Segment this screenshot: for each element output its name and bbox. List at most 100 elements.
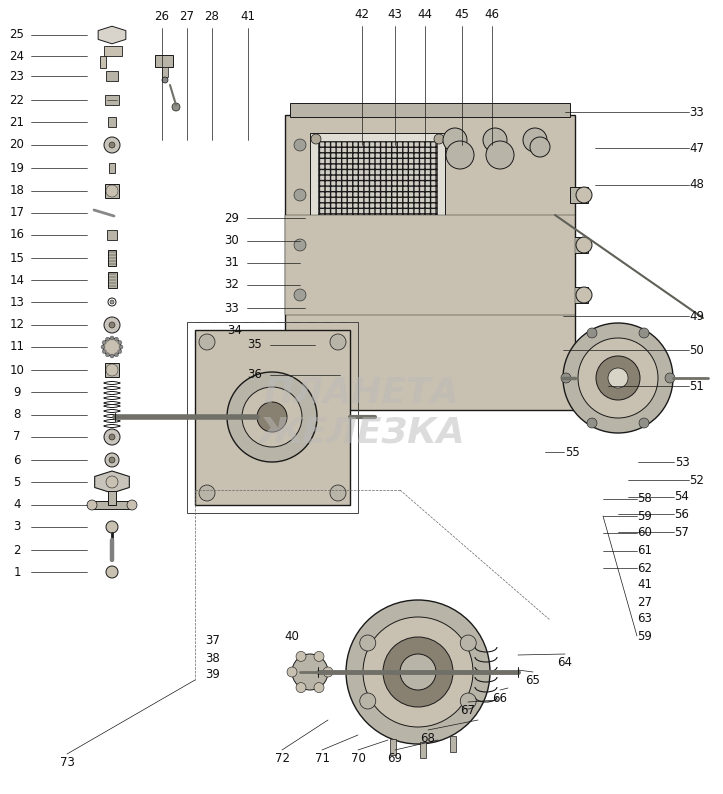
Text: 1: 1 [13,565,21,579]
Circle shape [311,134,321,144]
Circle shape [523,128,547,152]
Circle shape [87,500,97,510]
Text: 64: 64 [557,656,573,669]
Text: 44: 44 [417,7,432,21]
Text: 19: 19 [9,161,25,175]
Text: 18: 18 [9,184,25,198]
Text: 40: 40 [285,630,299,643]
Bar [109,163,115,173]
Circle shape [483,128,507,152]
Text: 57: 57 [675,526,690,538]
Circle shape [294,189,306,201]
Polygon shape [98,26,126,44]
Circle shape [665,373,675,383]
Circle shape [639,418,649,428]
Bar [108,117,116,127]
Text: 60: 60 [638,526,652,539]
Circle shape [314,683,324,692]
Circle shape [105,453,119,467]
Circle shape [109,322,115,328]
Circle shape [360,693,376,709]
Circle shape [311,217,321,227]
Circle shape [434,134,444,144]
Circle shape [294,239,306,251]
Circle shape [608,368,628,388]
Circle shape [639,328,649,338]
Text: 52: 52 [690,473,704,487]
Circle shape [109,434,115,440]
Text: 61: 61 [638,545,652,557]
Circle shape [114,353,119,357]
Circle shape [461,635,476,651]
Circle shape [363,617,473,727]
Circle shape [461,693,476,709]
Circle shape [294,389,306,401]
Circle shape [578,338,658,418]
Bar [100,56,106,68]
Text: 35: 35 [247,338,262,352]
Text: 59: 59 [638,630,652,642]
Circle shape [102,341,106,345]
Circle shape [486,141,514,169]
Text: 4: 4 [13,499,21,511]
Text: 33: 33 [690,106,704,118]
Text: 34: 34 [228,323,242,337]
Circle shape [563,323,673,433]
Text: 9: 9 [13,386,21,399]
Circle shape [576,237,592,253]
Circle shape [102,349,106,353]
Circle shape [172,103,180,111]
Text: 11: 11 [9,341,25,353]
Bar [104,46,122,56]
Bar [105,95,119,105]
Text: 45: 45 [455,7,469,21]
Circle shape [257,402,287,432]
Text: 48: 48 [690,179,704,191]
Text: 73: 73 [59,756,74,769]
Text: 41: 41 [241,10,255,22]
Text: 70: 70 [351,751,365,765]
Circle shape [576,187,592,203]
Text: 55: 55 [565,445,579,458]
Circle shape [242,387,302,447]
Circle shape [106,476,118,488]
Circle shape [162,77,168,83]
Text: 67: 67 [461,703,476,716]
Text: 33: 33 [225,302,239,314]
Text: 41: 41 [638,579,652,592]
Circle shape [110,336,114,340]
Circle shape [596,356,640,400]
Text: 47: 47 [690,141,704,155]
Circle shape [110,354,114,358]
Circle shape [530,137,550,157]
Text: 63: 63 [638,612,652,626]
Text: 42: 42 [354,7,369,21]
Bar [105,363,119,377]
Text: 5: 5 [13,476,21,488]
Circle shape [446,141,474,169]
Bar [195,330,350,505]
Text: ПЛАНЕТА
ЖЕЛЕЗКА: ПЛАНЕТА ЖЕЛЕЗКА [258,376,465,449]
Text: 54: 54 [675,491,690,503]
Circle shape [104,429,120,445]
Bar [450,736,456,752]
Polygon shape [95,471,129,493]
Text: 24: 24 [9,49,25,63]
Bar [187,322,358,513]
Circle shape [561,373,571,383]
Circle shape [434,217,444,227]
Text: 50: 50 [690,344,704,357]
Circle shape [109,142,115,148]
Circle shape [119,345,123,349]
Circle shape [106,185,118,197]
Text: 30: 30 [225,234,239,248]
Text: 23: 23 [9,70,25,83]
Text: 12: 12 [9,318,25,332]
Circle shape [294,289,306,301]
Bar [105,184,119,198]
Text: 65: 65 [526,673,540,687]
Circle shape [296,683,306,692]
Bar [285,115,575,410]
Text: 36: 36 [247,368,262,381]
Circle shape [106,337,109,341]
